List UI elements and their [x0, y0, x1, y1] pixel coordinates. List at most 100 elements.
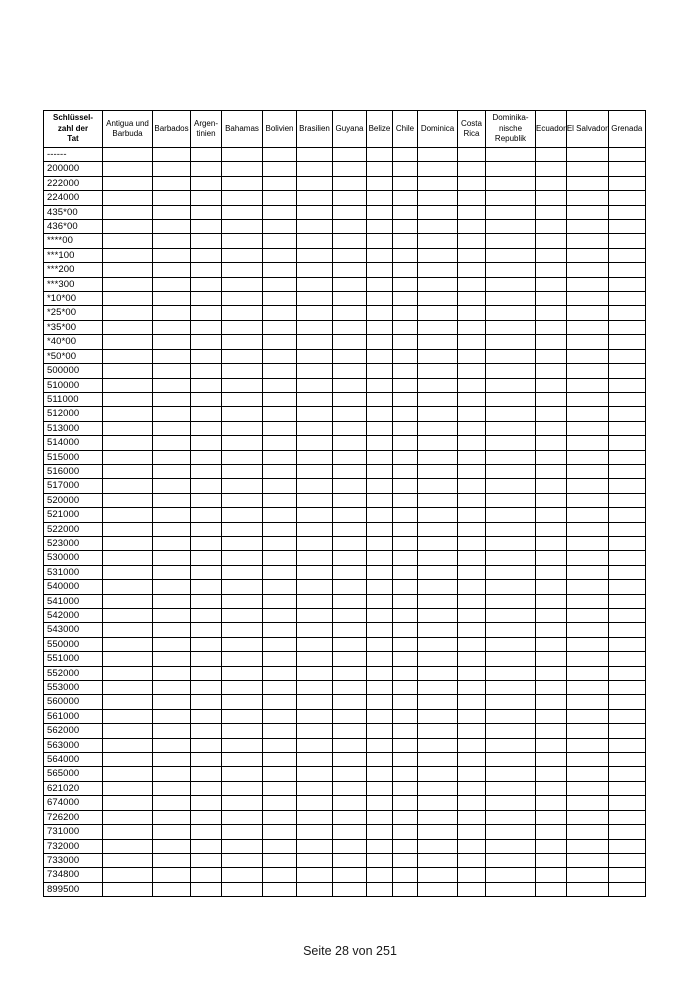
empty-data-cell [221, 579, 263, 595]
empty-data-cell [485, 867, 536, 883]
row-code-cell: 674000 [43, 795, 103, 811]
empty-data-cell [417, 694, 458, 710]
empty-data-cell [190, 766, 222, 782]
empty-data-cell [485, 507, 536, 523]
empty-data-cell [457, 204, 486, 221]
empty-data-cell [262, 478, 297, 494]
empty-data-cell [190, 680, 222, 696]
empty-data-cell [262, 852, 297, 869]
empty-data-cell [190, 694, 222, 710]
empty-data-cell [565, 737, 609, 754]
empty-data-cell [392, 478, 418, 494]
empty-data-cell [485, 190, 536, 206]
empty-data-cell [457, 766, 486, 782]
empty-data-cell [485, 262, 536, 278]
empty-data-cell [102, 247, 153, 264]
empty-data-cell [417, 449, 458, 465]
empty-data-cell [190, 824, 222, 840]
empty-data-cell [535, 334, 567, 350]
empty-data-cell [607, 363, 646, 379]
empty-data-cell [102, 175, 153, 192]
empty-data-cell [190, 593, 222, 610]
empty-data-cell [565, 564, 609, 581]
empty-data-cell [221, 564, 263, 581]
empty-data-cell [221, 319, 263, 336]
empty-data-cell [607, 852, 646, 869]
empty-data-cell [221, 219, 263, 235]
table-row: 733000 [43, 852, 646, 869]
empty-data-cell [152, 521, 191, 537]
empty-data-cell [565, 636, 609, 653]
empty-data-cell [392, 694, 418, 710]
empty-data-cell [535, 305, 567, 321]
empty-data-cell [262, 535, 297, 552]
empty-data-cell [296, 622, 333, 638]
empty-data-cell [485, 881, 536, 898]
empty-data-cell [221, 795, 263, 811]
empty-data-cell [296, 564, 333, 581]
column-header-country: Costa Rica [457, 110, 486, 148]
table-row: 520000 [43, 492, 646, 509]
empty-data-cell [332, 319, 367, 336]
empty-data-cell [392, 766, 418, 782]
empty-data-cell [102, 161, 153, 177]
empty-data-cell [457, 334, 486, 350]
empty-data-cell [485, 795, 536, 811]
empty-data-cell [485, 550, 536, 566]
empty-data-cell [565, 247, 609, 264]
empty-data-cell [535, 852, 567, 869]
empty-data-cell [417, 593, 458, 610]
empty-data-cell [332, 852, 367, 869]
empty-data-cell [607, 348, 646, 365]
empty-data-cell [485, 564, 536, 581]
empty-data-cell [152, 723, 191, 739]
empty-data-cell [262, 449, 297, 465]
empty-data-cell [332, 593, 367, 610]
empty-data-cell [607, 535, 646, 552]
empty-data-cell [565, 651, 609, 667]
empty-data-cell [565, 449, 609, 465]
empty-data-cell [262, 737, 297, 754]
empty-data-cell [152, 795, 191, 811]
empty-data-cell [565, 319, 609, 336]
empty-data-cell [152, 708, 191, 725]
empty-data-cell [457, 680, 486, 696]
row-code-cell: 435*00 [43, 204, 103, 221]
row-code-cell: 621020 [43, 780, 103, 797]
empty-data-cell [485, 219, 536, 235]
empty-data-cell [296, 334, 333, 350]
empty-data-cell [190, 809, 222, 826]
table-row: 224000 [43, 190, 646, 206]
empty-data-cell [221, 737, 263, 754]
empty-data-cell [457, 406, 486, 422]
empty-data-cell [417, 867, 458, 883]
empty-data-cell [332, 406, 367, 422]
empty-data-cell [332, 838, 367, 854]
empty-data-cell [102, 406, 153, 422]
empty-data-cell [457, 276, 486, 293]
empty-data-cell [262, 881, 297, 898]
empty-data-cell [332, 291, 367, 307]
empty-data-cell [417, 535, 458, 552]
empty-data-cell [457, 233, 486, 249]
empty-data-cell [190, 521, 222, 537]
empty-data-cell [102, 305, 153, 321]
empty-data-cell [296, 665, 333, 682]
empty-data-cell [152, 348, 191, 365]
empty-data-cell [485, 146, 536, 163]
empty-data-cell [332, 161, 367, 177]
row-code-cell: 510000 [43, 377, 103, 393]
empty-data-cell [190, 435, 222, 451]
table-row: 500000 [43, 363, 646, 379]
empty-data-cell [457, 262, 486, 278]
empty-data-cell [102, 780, 153, 797]
empty-data-cell [607, 233, 646, 249]
empty-data-cell [366, 651, 393, 667]
empty-data-cell [535, 838, 567, 854]
empty-data-cell [366, 795, 393, 811]
table-row: 899500 [43, 881, 646, 898]
empty-data-cell [535, 507, 567, 523]
empty-data-cell [190, 708, 222, 725]
empty-data-cell [485, 680, 536, 696]
empty-data-cell [565, 694, 609, 710]
